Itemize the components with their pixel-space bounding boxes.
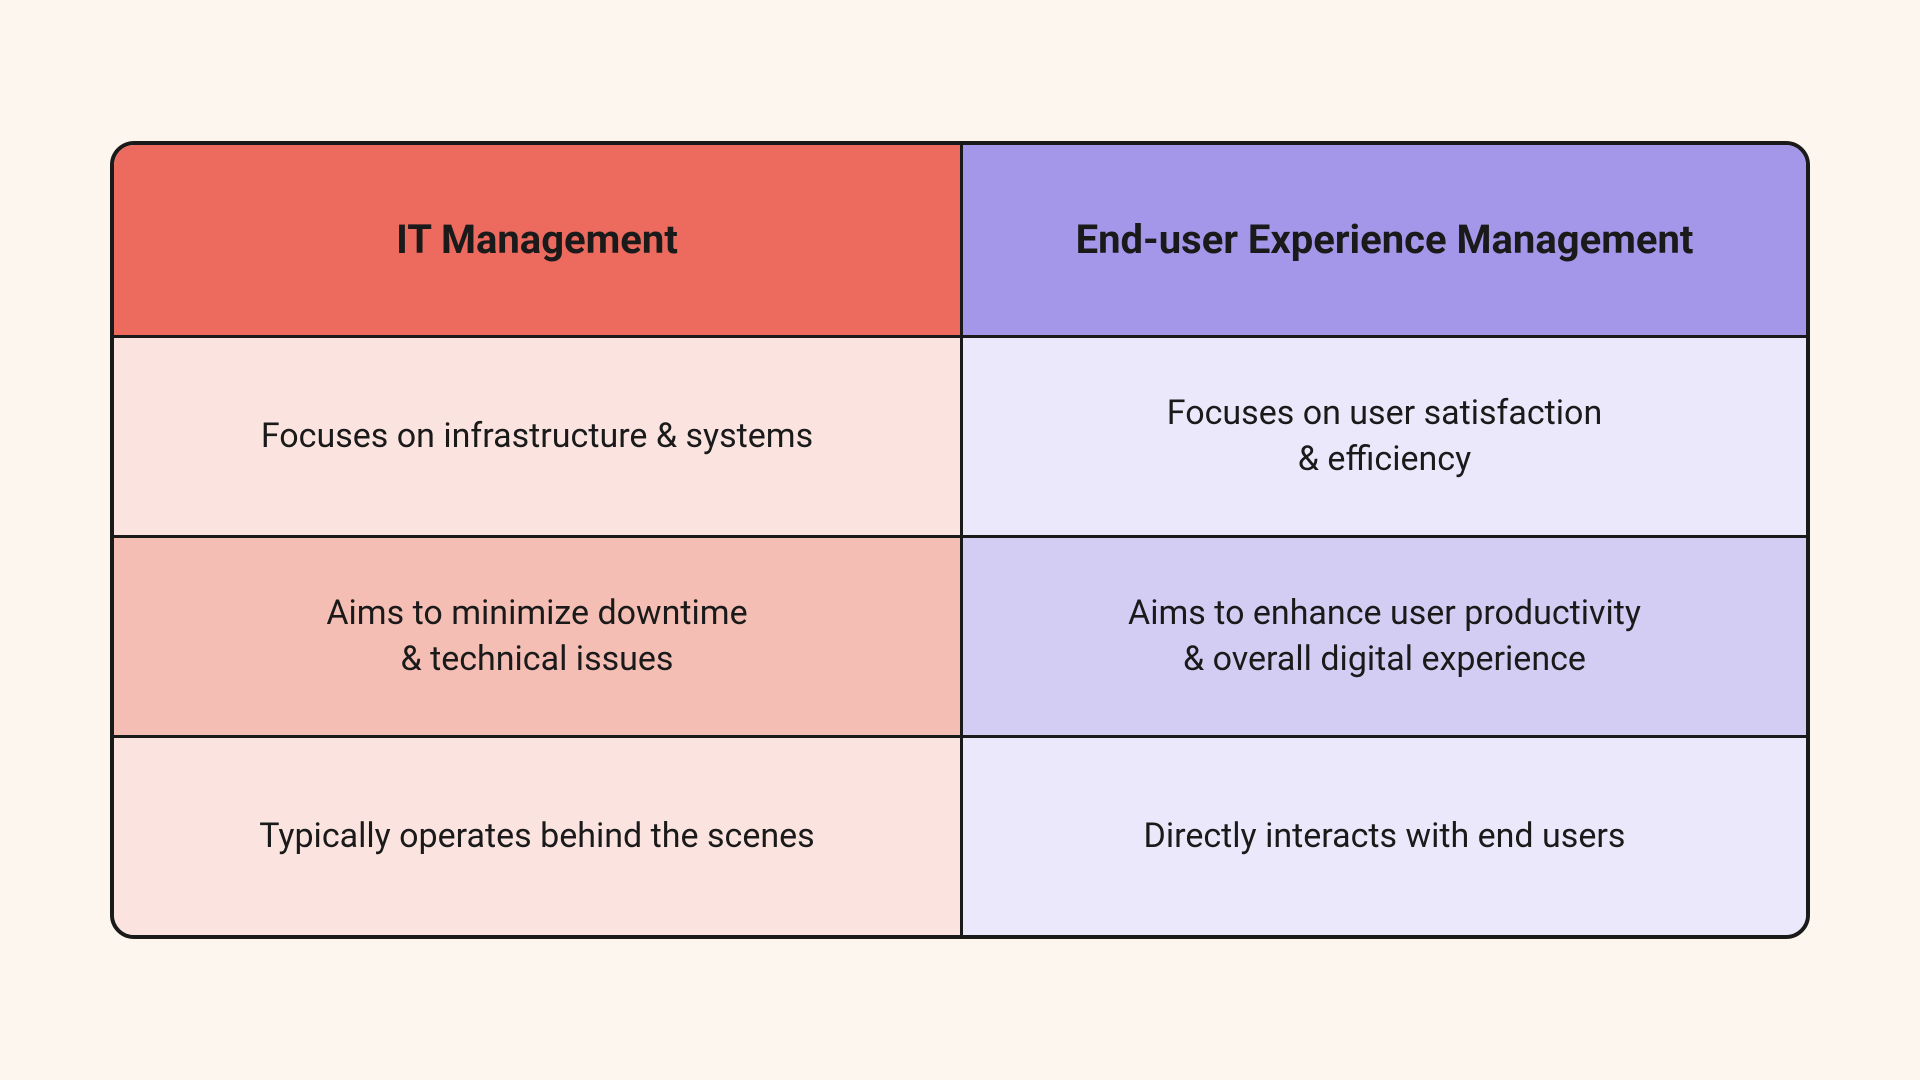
column-header-it-label: IT Management [396, 213, 678, 267]
table-row: Focuses on infrastructure & systems Focu… [114, 335, 1806, 535]
column-header-eux-label: End-user Experience Management [1076, 213, 1694, 267]
cell-text: Aims to minimize downtime & technical is… [326, 591, 747, 683]
comparison-table: IT Management End-user Experience Manage… [110, 141, 1810, 939]
table-cell: Directly interacts with end users [960, 735, 1806, 935]
cell-text: Aims to enhance user productivity & over… [1128, 591, 1641, 683]
table-cell: Focuses on user satisfaction & efficienc… [960, 335, 1806, 535]
cell-text: Focuses on infrastructure & systems [261, 414, 813, 460]
table-row: Aims to minimize downtime & technical is… [114, 535, 1806, 735]
column-header-it: IT Management [114, 145, 960, 335]
table-cell: Aims to enhance user productivity & over… [960, 535, 1806, 735]
column-header-eux: End-user Experience Management [960, 145, 1806, 335]
table-cell: Typically operates behind the scenes [114, 735, 960, 935]
cell-text: Directly interacts with end users [1144, 814, 1626, 860]
table-header-row: IT Management End-user Experience Manage… [114, 145, 1806, 335]
table-cell: Focuses on infrastructure & systems [114, 335, 960, 535]
cell-text: Typically operates behind the scenes [259, 814, 814, 860]
cell-text: Focuses on user satisfaction & efficienc… [1167, 391, 1602, 483]
table-cell: Aims to minimize downtime & technical is… [114, 535, 960, 735]
table-row: Typically operates behind the scenes Dir… [114, 735, 1806, 935]
